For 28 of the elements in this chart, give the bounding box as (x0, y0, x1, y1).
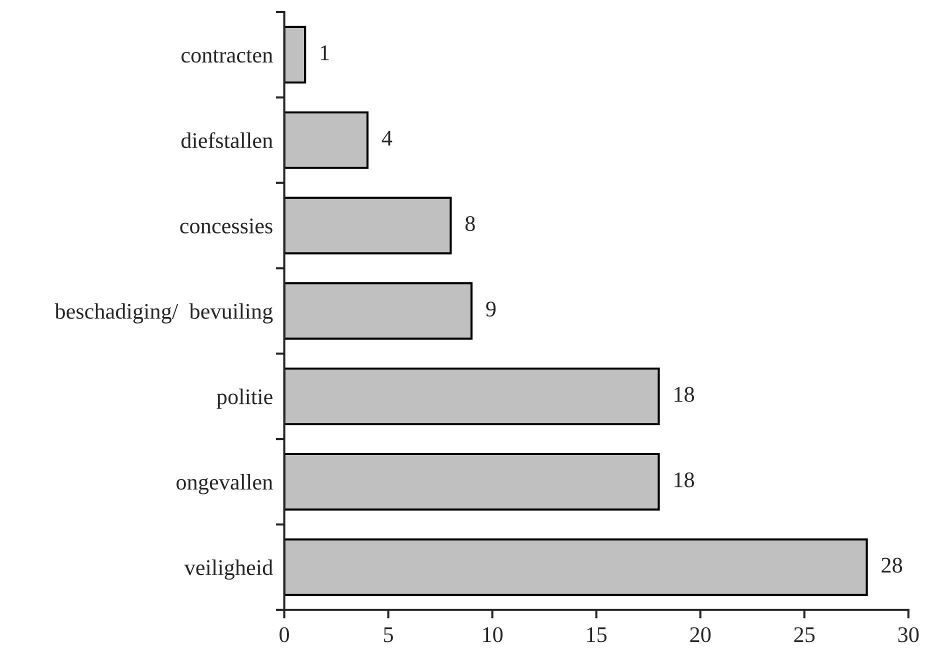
data-label: 9 (486, 302, 496, 317)
data-label: 8 (465, 216, 475, 232)
bar (284, 196, 452, 254)
y-tick-label: contracten (181, 50, 273, 63)
x-tick-label: 10 (483, 627, 503, 642)
y-tick-label: politie (216, 388, 272, 409)
bar (284, 111, 369, 169)
y-tick-label: ongevallen (176, 474, 273, 494)
data-label: 18 (674, 386, 694, 402)
x-tick-label: 25 (794, 627, 815, 642)
bar (284, 368, 660, 426)
bar (284, 282, 473, 340)
y-tick-label: concessies (180, 218, 272, 234)
x-tick-label: 0 (280, 627, 289, 642)
data-label: 28 (882, 558, 902, 573)
x-tick-label: 30 (898, 627, 919, 642)
data-label: 4 (382, 130, 392, 146)
x-tick-label: 20 (690, 627, 711, 642)
y-tick-label: diefstallen (181, 132, 273, 148)
bar (284, 26, 306, 84)
x-tick-label: 5 (384, 627, 393, 642)
x-tick-label: 15 (587, 627, 607, 642)
data-label: 1 (320, 45, 329, 60)
y-tick-label: beschadiging/ bevuiling (54, 303, 273, 324)
y-tick-label: veiligheid (184, 559, 273, 580)
bar (284, 538, 868, 596)
bar (284, 452, 660, 511)
data-label: 18 (674, 472, 694, 488)
